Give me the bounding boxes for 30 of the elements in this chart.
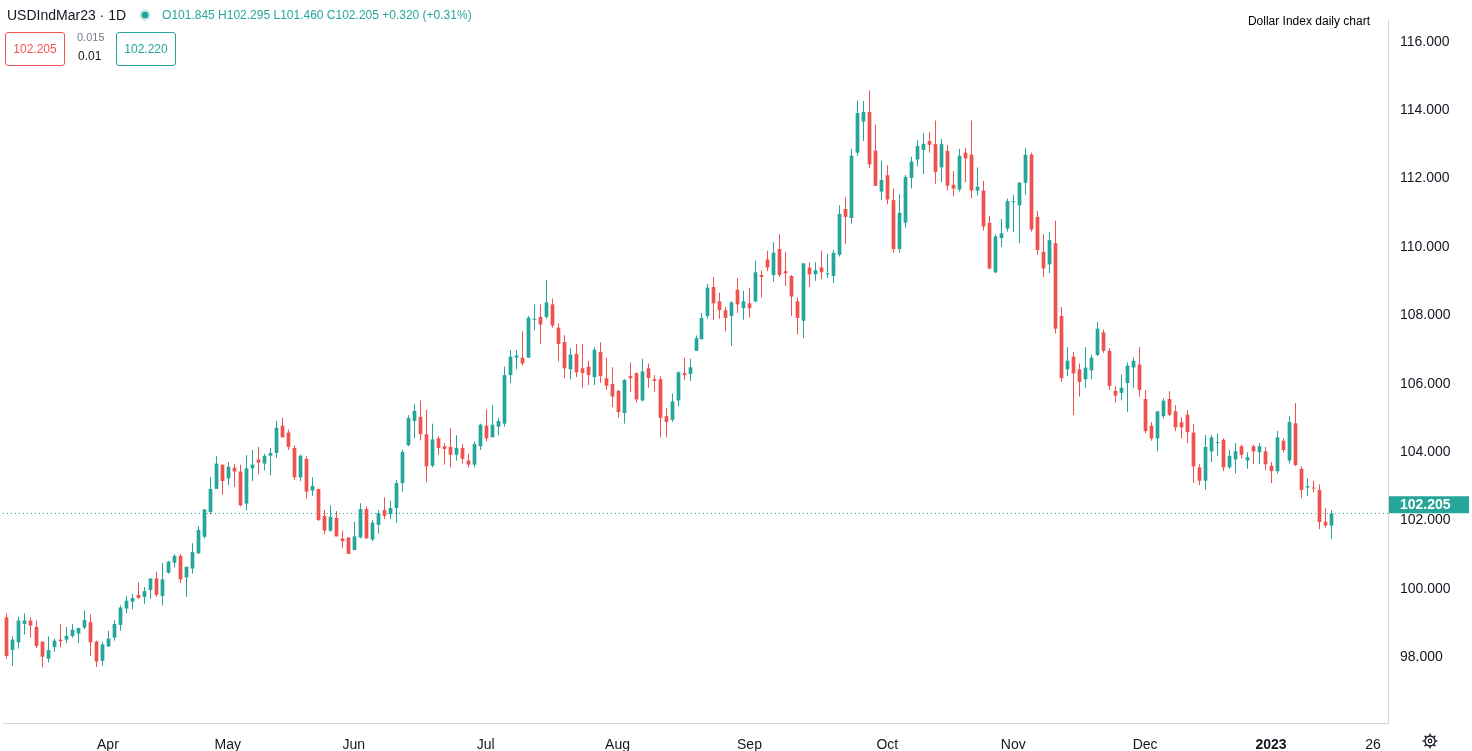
y-tick-label: 102.000 <box>1400 511 1451 528</box>
annotation: 0.015 <box>77 31 105 43</box>
y-tick-label: 108.000 <box>1400 306 1451 323</box>
chart-subtitle: O101.845 H102.295 L101.460 C102.205 +0.320 (+0.31%) <box>162 8 472 22</box>
annotation: 0.01 <box>78 49 102 63</box>
x-tick-label: Jul <box>476 736 495 751</box>
ref-line-label: 102.205 <box>1400 496 1451 513</box>
candlestick <box>22 612 27 635</box>
x-tick-label: Dec <box>1132 736 1158 751</box>
candlestick <box>1233 442 1238 475</box>
x-tick-label: Oct <box>876 736 899 751</box>
chart-title: USDIndMar23 · 1D <box>7 7 127 23</box>
x-tick-label: 2023 <box>1255 736 1287 751</box>
y-tick-label: 114.000 <box>1400 101 1450 118</box>
x-tick-label: Nov <box>1000 736 1026 751</box>
y-tick-label: 112.000 <box>1400 169 1450 186</box>
y-tick-label: 116.000 <box>1400 32 1450 49</box>
candlestick <box>28 616 33 639</box>
annotation: Dollar Index daily chart <box>1247 14 1370 28</box>
y-tick-label: 100.000 <box>1400 579 1451 596</box>
y-tick-label: 104.000 <box>1400 442 1451 459</box>
candlestick <box>442 442 447 466</box>
y-tick-label: 110.000 <box>1400 237 1450 254</box>
x-tick-label: 26 <box>1365 736 1382 751</box>
y-tick-label: 106.000 <box>1400 374 1451 391</box>
annotation: 102.220 <box>116 32 176 66</box>
candlestick <box>268 447 273 476</box>
y-tick-label: 98.000 <box>1400 647 1444 664</box>
x-tick-label: Jun <box>342 736 366 751</box>
annotation: 102.205 <box>5 32 65 66</box>
